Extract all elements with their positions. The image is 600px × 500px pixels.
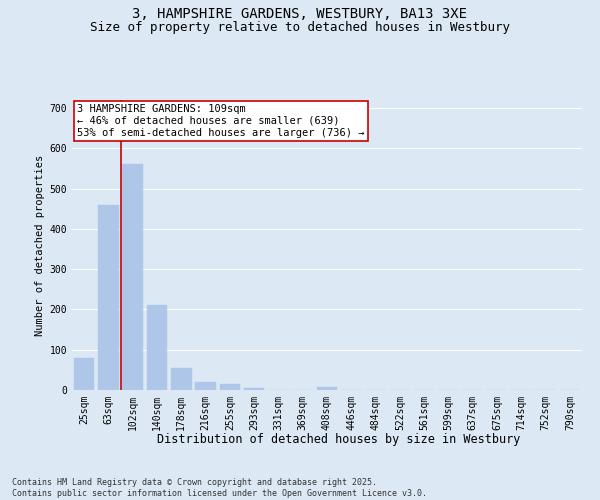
Bar	[317, 387, 337, 390]
Bar	[195, 382, 216, 390]
Bar	[146, 306, 167, 390]
Text: Size of property relative to detached houses in Westbury: Size of property relative to detached ho…	[90, 21, 510, 34]
Bar	[98, 204, 119, 390]
Bar	[220, 384, 240, 390]
Bar	[74, 358, 94, 390]
Bar	[122, 164, 143, 390]
Bar	[171, 368, 191, 390]
Text: Contains HM Land Registry data © Crown copyright and database right 2025.
Contai: Contains HM Land Registry data © Crown c…	[12, 478, 427, 498]
Text: 3 HAMPSHIRE GARDENS: 109sqm
← 46% of detached houses are smaller (639)
53% of se: 3 HAMPSHIRE GARDENS: 109sqm ← 46% of det…	[77, 104, 365, 138]
Y-axis label: Number of detached properties: Number of detached properties	[35, 154, 46, 336]
Text: 3, HAMPSHIRE GARDENS, WESTBURY, BA13 3XE: 3, HAMPSHIRE GARDENS, WESTBURY, BA13 3XE	[133, 8, 467, 22]
Text: Distribution of detached houses by size in Westbury: Distribution of detached houses by size …	[157, 432, 521, 446]
Bar	[244, 388, 265, 390]
